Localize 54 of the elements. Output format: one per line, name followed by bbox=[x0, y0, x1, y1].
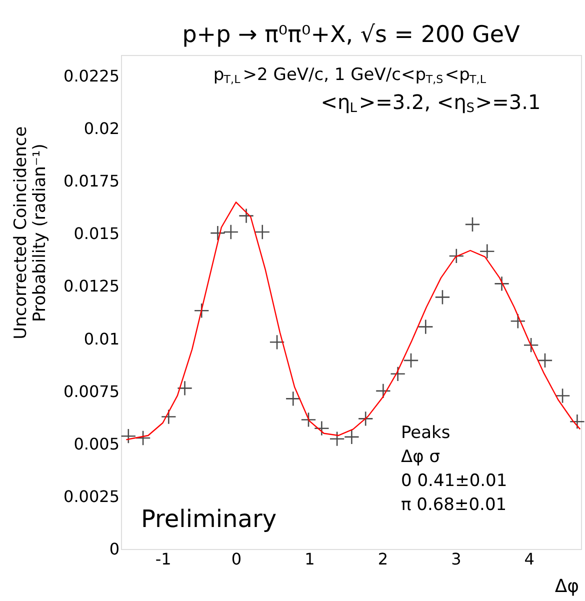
point bbox=[479, 244, 495, 260]
y-axis-title: Uncorrected Coincidence Probability (radian⁻¹) bbox=[11, 126, 50, 340]
point bbox=[194, 302, 210, 318]
point bbox=[135, 430, 151, 446]
point bbox=[314, 420, 330, 436]
y-tick-label: 0.0075 bbox=[64, 382, 120, 401]
point bbox=[329, 431, 345, 447]
line-series bbox=[126, 202, 581, 440]
point bbox=[554, 388, 570, 404]
y-tick-label: 0.015 bbox=[74, 224, 120, 244]
point bbox=[177, 380, 192, 396]
annotation: 0 0.41±0.01 bbox=[401, 471, 508, 491]
y-tick-label: 0.0025 bbox=[64, 486, 120, 506]
x-tick-label: 2 bbox=[378, 550, 388, 568]
point bbox=[358, 410, 374, 426]
point bbox=[390, 366, 406, 382]
point bbox=[210, 225, 226, 241]
point bbox=[269, 334, 285, 350]
point bbox=[238, 208, 254, 224]
point bbox=[285, 390, 301, 406]
y-tick-label: 0.01 bbox=[84, 329, 120, 348]
point bbox=[434, 289, 450, 305]
point bbox=[223, 224, 239, 240]
y-tick-label: 0.0225 bbox=[64, 66, 120, 86]
point bbox=[448, 248, 464, 264]
x-tick-label: 3 bbox=[451, 550, 462, 568]
x-tick-label: 1 bbox=[304, 550, 315, 568]
point bbox=[403, 352, 419, 368]
point bbox=[464, 216, 480, 232]
point bbox=[523, 337, 539, 353]
annotation: Preliminary bbox=[141, 505, 277, 533]
point bbox=[569, 414, 585, 430]
point bbox=[537, 352, 553, 368]
point bbox=[494, 276, 510, 292]
x-tick-label: -1 bbox=[155, 550, 172, 568]
point bbox=[300, 412, 316, 428]
y-tick-label: 0.005 bbox=[74, 434, 120, 454]
chart-title: p+p → π⁰π⁰+X, √s = 200 GeV bbox=[182, 22, 520, 48]
x-tick-label: 4 bbox=[524, 550, 534, 568]
point bbox=[344, 429, 360, 445]
point bbox=[254, 224, 270, 240]
point bbox=[375, 383, 391, 399]
point bbox=[418, 319, 434, 335]
x-axis-title: Δφ bbox=[554, 576, 579, 597]
y-tick-label: 0.02 bbox=[84, 119, 120, 138]
y-tick-label: 0.0175 bbox=[64, 172, 120, 191]
x-tick-label: 0 bbox=[231, 550, 242, 568]
annotation: Δφ σ bbox=[401, 447, 440, 467]
y-tick-label: 0.0125 bbox=[64, 276, 120, 296]
point bbox=[510, 313, 526, 329]
annotation: Peaks bbox=[401, 423, 450, 443]
point bbox=[160, 409, 176, 424]
point bbox=[120, 428, 136, 444]
annotation: π 0.68±0.01 bbox=[401, 495, 507, 515]
